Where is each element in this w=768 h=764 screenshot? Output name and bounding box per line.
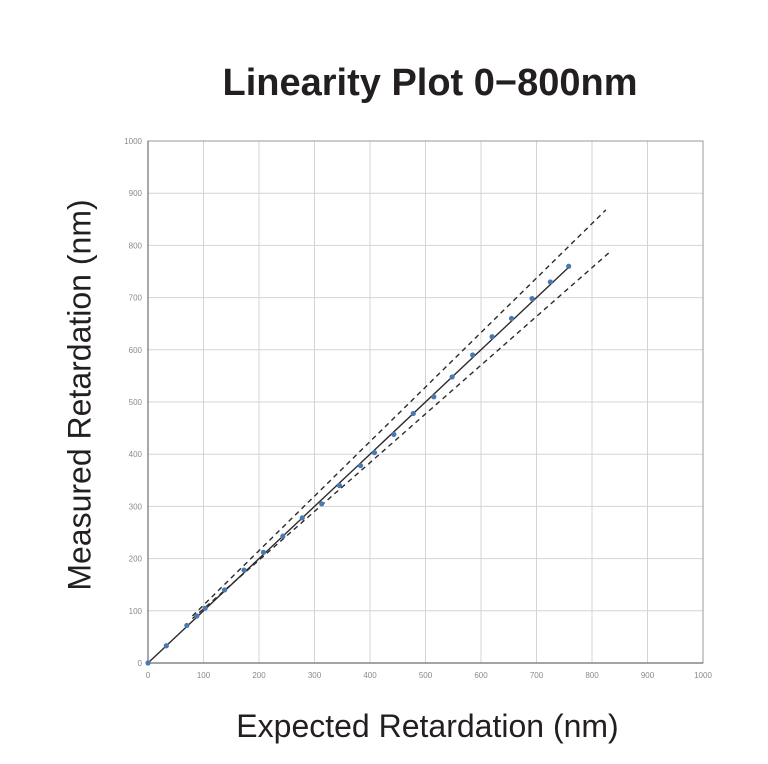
data-point [508,315,515,322]
data-point [566,263,572,269]
data-point [260,549,267,555]
y-tick-label: 600 [129,346,143,355]
data-point [163,643,169,649]
x-tick-label: 100 [197,671,211,680]
x-tick-label: 900 [641,671,655,680]
x-tick-label: 400 [363,671,377,680]
data-point [431,394,437,400]
data-point [241,567,247,573]
y-tick-label: 700 [129,294,143,303]
y-tick-label: 900 [129,189,143,198]
x-axis-label: Expected Retardation (nm) [236,708,619,744]
data-point [410,410,416,417]
data-point [357,463,364,469]
x-tick-label: 1000 [694,671,712,680]
x-tick-label: 800 [585,671,599,680]
data-point [221,587,228,593]
x-tick-label: 300 [308,671,322,680]
x-tick-label: 600 [474,671,488,680]
y-tick-label: 1000 [124,137,142,146]
data-point [547,279,553,285]
x-tick-label: 0 [146,671,151,680]
y-tick-label: 200 [129,555,143,564]
y-tick-label: 800 [129,241,143,250]
y-tick-label: 0 [138,659,143,668]
bound-line [191,250,612,620]
data-point [184,622,190,629]
data-point [489,334,495,340]
y-tick-label: 400 [129,450,143,459]
data-point [202,605,208,611]
data-point [470,352,476,358]
data-point [336,482,343,489]
data-point [319,501,325,507]
x-tick-label: 700 [530,671,544,680]
y-tick-label: 100 [129,607,143,616]
data-point [449,374,455,380]
data-point [391,431,397,437]
data-point [371,450,378,456]
data-point [194,613,200,619]
data-point [280,533,286,539]
data-point [145,660,151,666]
y-tick-label: 500 [129,398,143,407]
chart-title: Linearity Plot 0−800nm [222,62,638,104]
y-tick-label: 300 [129,502,143,511]
data-point [529,296,535,302]
bound-line [191,209,607,617]
x-tick-label: 200 [252,671,266,680]
x-tick-label: 500 [419,671,433,680]
data-point [299,515,305,521]
